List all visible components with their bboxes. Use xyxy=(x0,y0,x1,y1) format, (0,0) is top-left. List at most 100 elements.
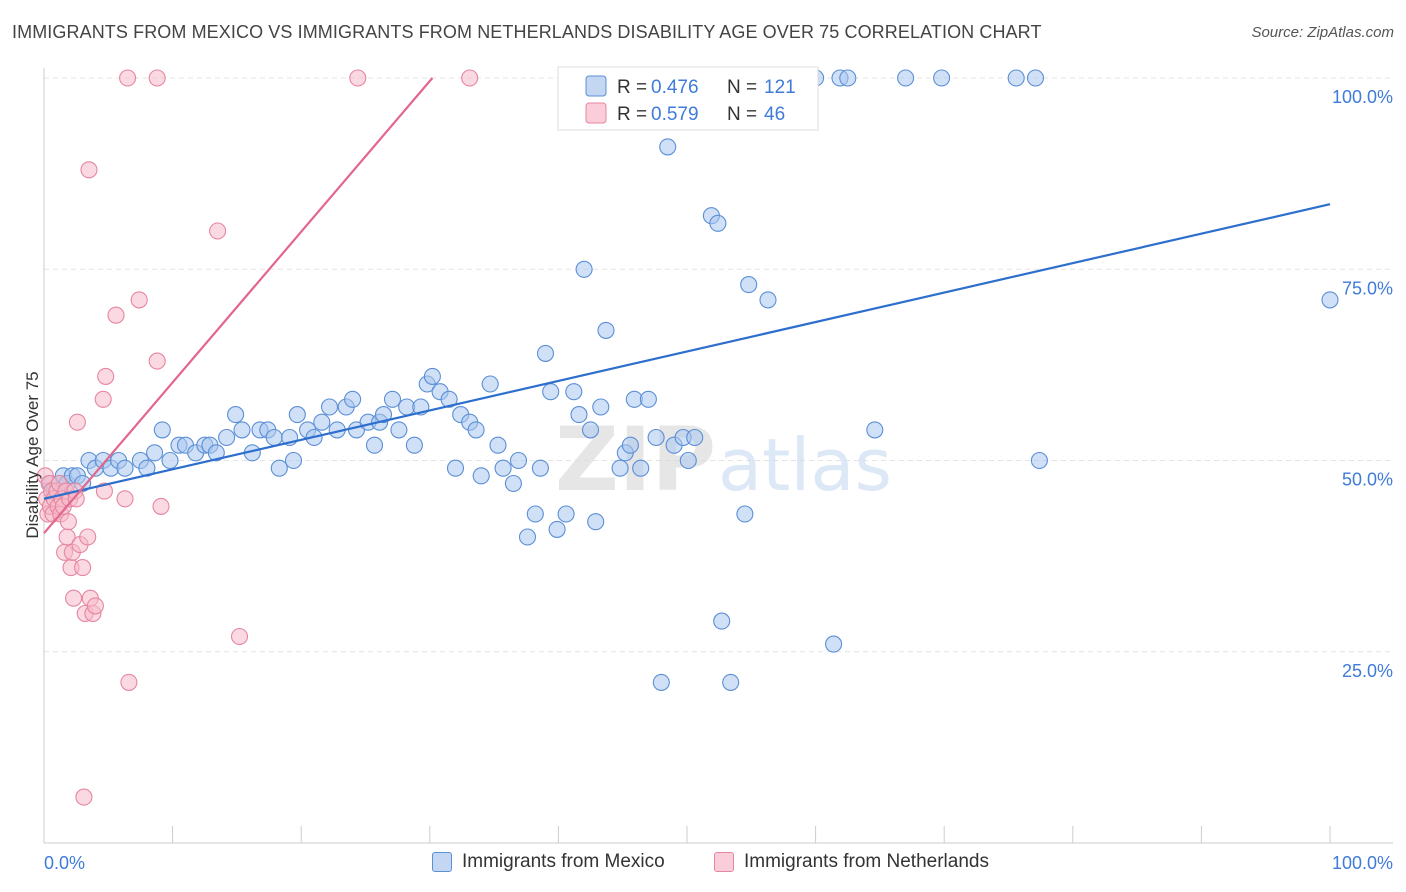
legend-box: R = 0.476 N = 121 R = 0.579 N = 46 xyxy=(557,66,819,131)
legend-item-mexico: Immigrants from Mexico xyxy=(432,851,665,873)
trend-line-netherlands xyxy=(43,77,434,534)
y-tick-label: 50.0% xyxy=(1342,470,1393,490)
watermark: ZIP atlas xyxy=(555,408,892,511)
data-point-netherlands xyxy=(130,291,148,309)
data-point-mexico xyxy=(557,505,575,523)
data-point-mexico xyxy=(227,406,245,424)
data-point-mexico xyxy=(284,451,303,470)
data-point-netherlands xyxy=(97,367,115,385)
data-point-mexico xyxy=(565,383,583,401)
data-point-mexico xyxy=(575,260,593,278)
data-point-mexico xyxy=(570,406,588,424)
data-point-netherlands xyxy=(349,69,367,87)
data-point-netherlands xyxy=(95,482,113,500)
data-point-mexico xyxy=(736,505,754,523)
data-point-mexico xyxy=(542,383,560,401)
data-point-mexico xyxy=(933,69,951,87)
data-point-mexico xyxy=(440,390,458,408)
data-point-mexico xyxy=(270,459,288,477)
data-point-mexico xyxy=(509,451,528,470)
data-point-mexico xyxy=(531,459,549,477)
x-tick-label-min: 0.0% xyxy=(44,853,85,873)
legend-swatch-netherlands xyxy=(585,102,607,124)
data-point-mexico xyxy=(383,390,402,408)
data-point-mexico xyxy=(446,459,465,477)
data-point-mexico xyxy=(592,398,610,416)
data-point-mexico xyxy=(548,520,566,538)
data-point-mexico xyxy=(233,421,251,439)
data-point-mexico xyxy=(494,459,512,477)
legend-swatch-mexico xyxy=(432,852,452,872)
legend-item-netherlands: Immigrants from Netherlands xyxy=(714,851,989,873)
data-point-netherlands xyxy=(75,788,93,806)
data-point-netherlands xyxy=(230,627,249,646)
data-point-mexico xyxy=(839,69,857,87)
data-point-netherlands xyxy=(59,513,77,531)
trend-lines xyxy=(43,77,1331,534)
data-point-mexico xyxy=(587,513,605,531)
legend-r-label: R = xyxy=(617,104,647,125)
gridlines xyxy=(44,77,1393,653)
data-point-mexico xyxy=(611,459,629,477)
data-point-mexico xyxy=(740,276,758,294)
data-point-mexico xyxy=(659,138,677,156)
legend-r-label: R = xyxy=(617,77,647,98)
y-axis-label: Disability Age Over 75 xyxy=(23,371,42,538)
legend-n-label: N = xyxy=(727,104,757,125)
data-point-netherlands xyxy=(79,528,97,546)
legend-n-value: 121 xyxy=(764,77,796,98)
data-point-mexico xyxy=(365,436,384,454)
data-point-netherlands xyxy=(148,352,166,370)
data-point-netherlands xyxy=(107,306,125,324)
data-point-mexico xyxy=(161,451,179,470)
legend-label-mexico: Immigrants from Mexico xyxy=(462,851,665,872)
y-tick-label: 25.0% xyxy=(1342,661,1393,681)
data-point-mexico xyxy=(344,390,362,408)
legend-swatch-mexico xyxy=(585,75,607,97)
data-point-mexico xyxy=(679,451,697,470)
data-point-netherlands xyxy=(152,497,170,515)
legend-r-value: 0.579 xyxy=(651,104,699,125)
legend-swatch-netherlands xyxy=(714,852,734,872)
y-tick-label: 100.0% xyxy=(1332,87,1393,107)
series-mexico-points xyxy=(41,69,1339,691)
data-point-mexico xyxy=(423,367,441,385)
data-point-netherlands xyxy=(461,69,479,87)
legend-r-value: 0.476 xyxy=(651,77,699,98)
data-point-mexico xyxy=(313,413,331,431)
data-point-mexico xyxy=(632,459,650,477)
data-point-mexico xyxy=(116,459,134,477)
data-point-mexico xyxy=(1007,69,1025,87)
data-point-mexico xyxy=(597,321,615,339)
data-point-mexico xyxy=(866,421,884,439)
data-point-mexico xyxy=(897,69,915,87)
data-point-mexico xyxy=(722,673,740,691)
data-point-mexico xyxy=(467,421,485,439)
data-point-netherlands xyxy=(116,490,134,508)
data-point-mexico xyxy=(374,406,393,424)
data-point-mexico xyxy=(825,635,843,653)
data-point-mexico xyxy=(405,436,423,454)
data-point-mexico xyxy=(218,428,236,447)
data-point-mexico xyxy=(504,474,522,493)
data-point-mexico xyxy=(489,436,507,454)
data-point-mexico xyxy=(288,406,306,424)
y-tick-label: 75.0% xyxy=(1342,278,1393,298)
data-point-mexico xyxy=(713,612,731,630)
data-point-netherlands xyxy=(119,69,137,87)
data-point-mexico xyxy=(621,436,639,454)
data-point-mexico xyxy=(207,444,225,462)
data-point-mexico xyxy=(1026,69,1045,87)
data-point-mexico xyxy=(759,291,777,309)
source-label: Source: ZipAtlas.com xyxy=(1251,24,1394,41)
data-point-netherlands xyxy=(94,390,112,408)
y-tick-labels: 25.0% 50.0% 75.0% 100.0% xyxy=(1332,87,1393,681)
data-point-mexico xyxy=(153,421,171,439)
data-point-mexico xyxy=(581,421,600,439)
data-point-mexico xyxy=(652,673,670,691)
data-point-mexico xyxy=(639,390,657,408)
data-point-mexico xyxy=(390,421,408,439)
data-point-mexico xyxy=(647,428,665,447)
data-point-mexico xyxy=(1030,451,1048,470)
data-point-netherlands xyxy=(86,597,104,615)
